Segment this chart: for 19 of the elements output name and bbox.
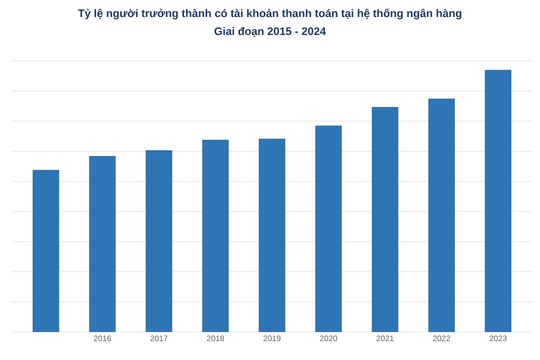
- bar: [372, 107, 398, 332]
- bar: [315, 126, 342, 332]
- bar: [428, 98, 455, 332]
- chart-title: Tỷ lệ người trưởng thành có tài khoản thanh toán tại hệ thống ngân hàng: [78, 8, 462, 20]
- x-tick-label: 2017: [150, 336, 168, 342]
- bar: [32, 170, 60, 332]
- bar: [484, 70, 512, 332]
- x-tick-label: 2018: [206, 336, 224, 342]
- bar: [258, 138, 286, 332]
- x-tick-label: 2019: [264, 336, 281, 342]
- x-tick-label: 2021: [376, 336, 394, 342]
- x-tick-label: 2023: [490, 336, 507, 342]
- bar: [202, 140, 229, 332]
- x-tick-label: 2022: [433, 336, 450, 342]
- x-tick-label: 2016: [94, 336, 111, 342]
- bar: [146, 150, 172, 332]
- bar: [89, 156, 116, 332]
- chart-subtitle: Giai đoạn 2015 - 2024: [214, 27, 326, 37]
- x-tick-label: 2020: [320, 336, 338, 342]
